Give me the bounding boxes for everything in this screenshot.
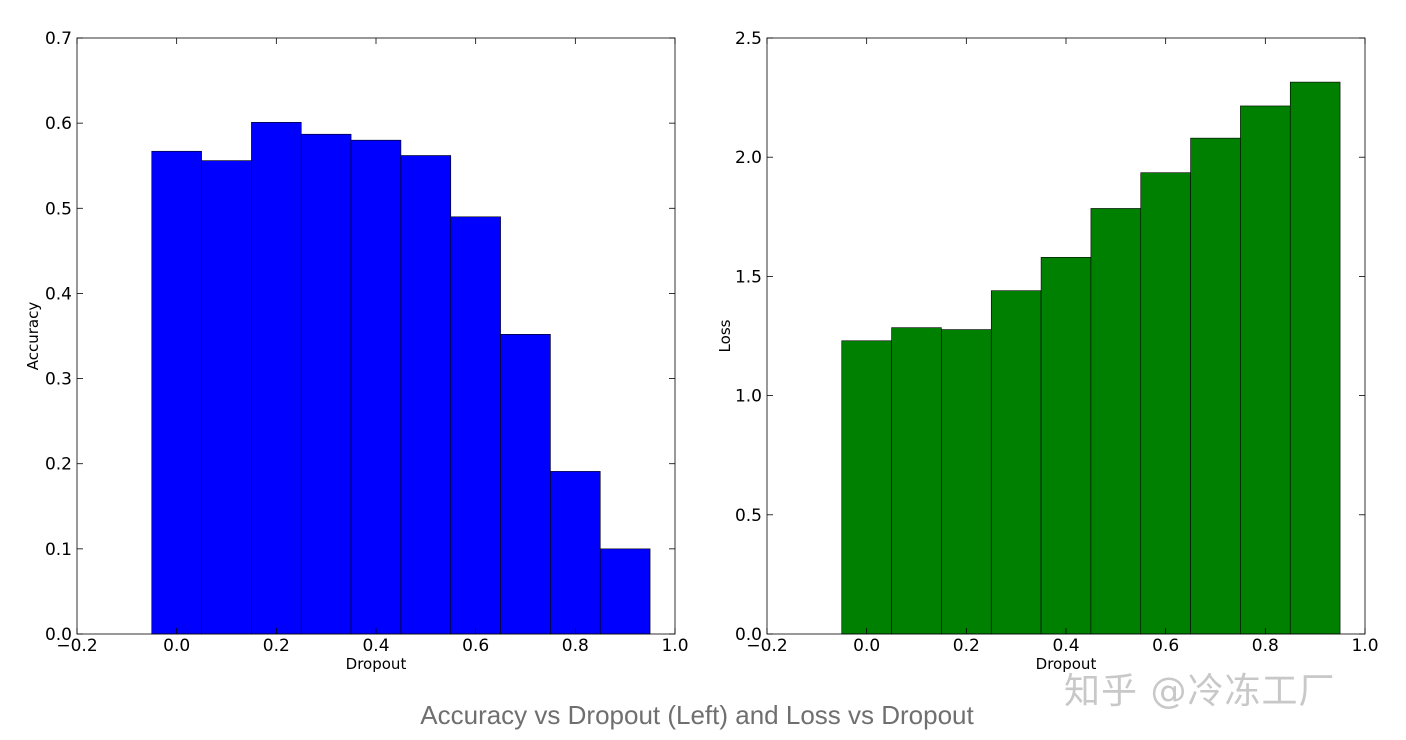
figure-caption: Accuracy vs Dropout (Left) and Loss vs D…: [420, 700, 974, 730]
x-tick-label: 0.2: [263, 636, 290, 656]
bar: [1289, 81, 1341, 635]
y-tick-label: 0.5: [45, 199, 72, 219]
accuracy-chart: −0.2 0.0 0.2 0.4 0.6 0.8 1.00.00.10.20.30.40.5…: [24, 29, 689, 673]
x-axis-label: Dropout: [1036, 655, 1097, 673]
bar: [1090, 208, 1142, 635]
bar: [891, 327, 942, 635]
y-tick-label: 0.3: [45, 370, 72, 390]
bar: [251, 121, 302, 635]
bar: [400, 155, 452, 635]
x-tick-label: 0.8: [1252, 636, 1279, 656]
bar: [1240, 105, 1291, 635]
y-tick-label: 0.5: [735, 506, 762, 526]
bar: [500, 333, 551, 635]
watermark: 知乎 @冷冻工厂: [1064, 671, 1336, 712]
bar: [1140, 172, 1191, 635]
bar: [990, 290, 1042, 635]
y-tick-label: 0.7: [45, 29, 72, 49]
bar: [1040, 257, 1092, 635]
loss-chart: −0.2 0.0 0.2 0.4 0.6 0.8 1.00.00.51.01.52.02.5…: [716, 29, 1379, 673]
x-tick-label: 1.0: [661, 636, 688, 656]
y-tick-label: 2.0: [735, 148, 762, 168]
bar: [201, 160, 252, 635]
y-tick-label: 0.1: [45, 540, 72, 560]
y-tick-label: 0.2: [45, 455, 72, 475]
x-tick-label: 0.8: [562, 636, 589, 656]
y-axis-label: Accuracy: [24, 302, 42, 371]
y-tick-label: 0.0: [45, 625, 72, 645]
bar: [941, 329, 992, 635]
bar: [300, 133, 352, 635]
bar: [550, 471, 601, 635]
bar: [599, 548, 651, 635]
y-tick-label: 0.6: [45, 114, 72, 134]
y-tick-label: 2.5: [735, 29, 762, 49]
bar: [151, 150, 202, 635]
x-tick-label: −0.2: [56, 636, 97, 656]
y-tick-label: 0.0: [735, 625, 762, 645]
x-tick-label: 0.0: [163, 636, 190, 656]
bar: [350, 139, 402, 635]
x-tick-label: 0.6: [1152, 636, 1179, 656]
y-tick-label: 1.5: [735, 267, 762, 287]
x-axis-label: Dropout: [346, 655, 407, 673]
x-tick-label: 0.4: [1052, 636, 1079, 656]
bar: [1190, 137, 1241, 635]
y-tick-label: 1.0: [735, 387, 762, 407]
y-tick-label: 0.4: [45, 284, 72, 304]
x-tick-label: 0.6: [462, 636, 489, 656]
x-tick-label: 0.0: [853, 636, 880, 656]
x-tick-label: 1.0: [1351, 636, 1378, 656]
x-tick-label: 0.4: [362, 636, 389, 656]
y-axis-label: Loss: [716, 319, 734, 352]
x-tick-label: 0.2: [953, 636, 980, 656]
bar: [450, 216, 501, 635]
bar: [841, 340, 892, 635]
x-tick-label: −0.2: [746, 636, 787, 656]
